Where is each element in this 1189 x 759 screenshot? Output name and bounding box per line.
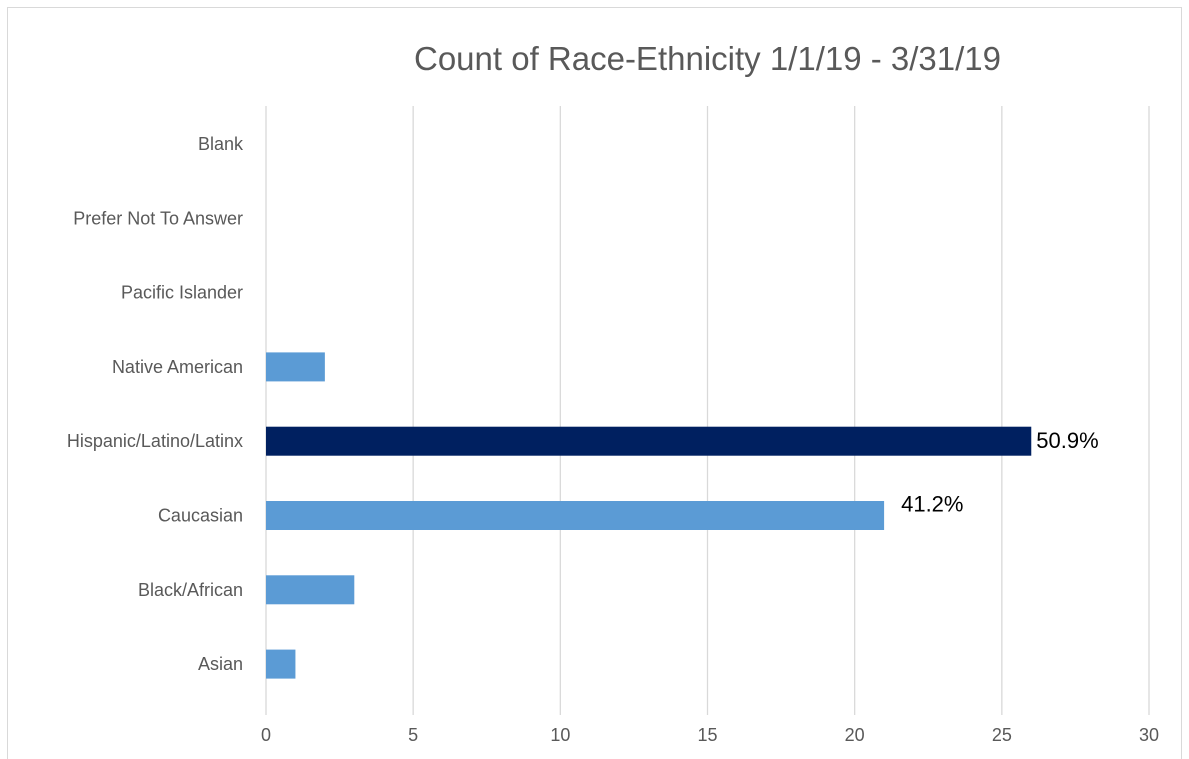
data-label: 41.2% bbox=[901, 492, 963, 517]
x-tick-label: 5 bbox=[408, 725, 418, 745]
category-label: Pacific Islander bbox=[121, 283, 243, 303]
category-label: Blank bbox=[198, 134, 244, 154]
x-tick-label: 30 bbox=[1139, 725, 1159, 745]
bar bbox=[266, 426, 1032, 456]
gridlines bbox=[265, 106, 1150, 715]
category-label: Prefer Not To Answer bbox=[73, 208, 243, 228]
category-labels: Blank Prefer Not To Answer Pacific Islande… bbox=[67, 134, 244, 674]
bar bbox=[266, 649, 296, 679]
category-label: Native American bbox=[112, 357, 243, 377]
bar bbox=[266, 575, 355, 605]
bar bbox=[266, 352, 325, 382]
x-tick-label: 25 bbox=[992, 725, 1012, 745]
x-tick-label: 20 bbox=[845, 725, 865, 745]
x-tick-label: 15 bbox=[697, 725, 717, 745]
x-tick-label: 0 bbox=[261, 725, 271, 745]
bars bbox=[266, 352, 1032, 679]
data-labels: 50.9% 41.2% bbox=[901, 428, 1099, 516]
chart-title: Count of Race-Ethnicity 1/1/19 - 3/31/19 bbox=[413, 40, 1001, 77]
chart-frame bbox=[7, 7, 1182, 759]
category-label: Hispanic/Latino/Latinx bbox=[67, 431, 243, 451]
category-label: Black/African bbox=[138, 580, 243, 600]
x-tick-labels: 0 5 10 15 20 25 30 bbox=[261, 725, 1159, 745]
bar bbox=[266, 501, 885, 530]
category-label: Asian bbox=[198, 654, 243, 674]
x-tick-label: 10 bbox=[550, 725, 570, 745]
data-label: 50.9% bbox=[1036, 428, 1098, 453]
category-label: Caucasian bbox=[158, 506, 243, 526]
